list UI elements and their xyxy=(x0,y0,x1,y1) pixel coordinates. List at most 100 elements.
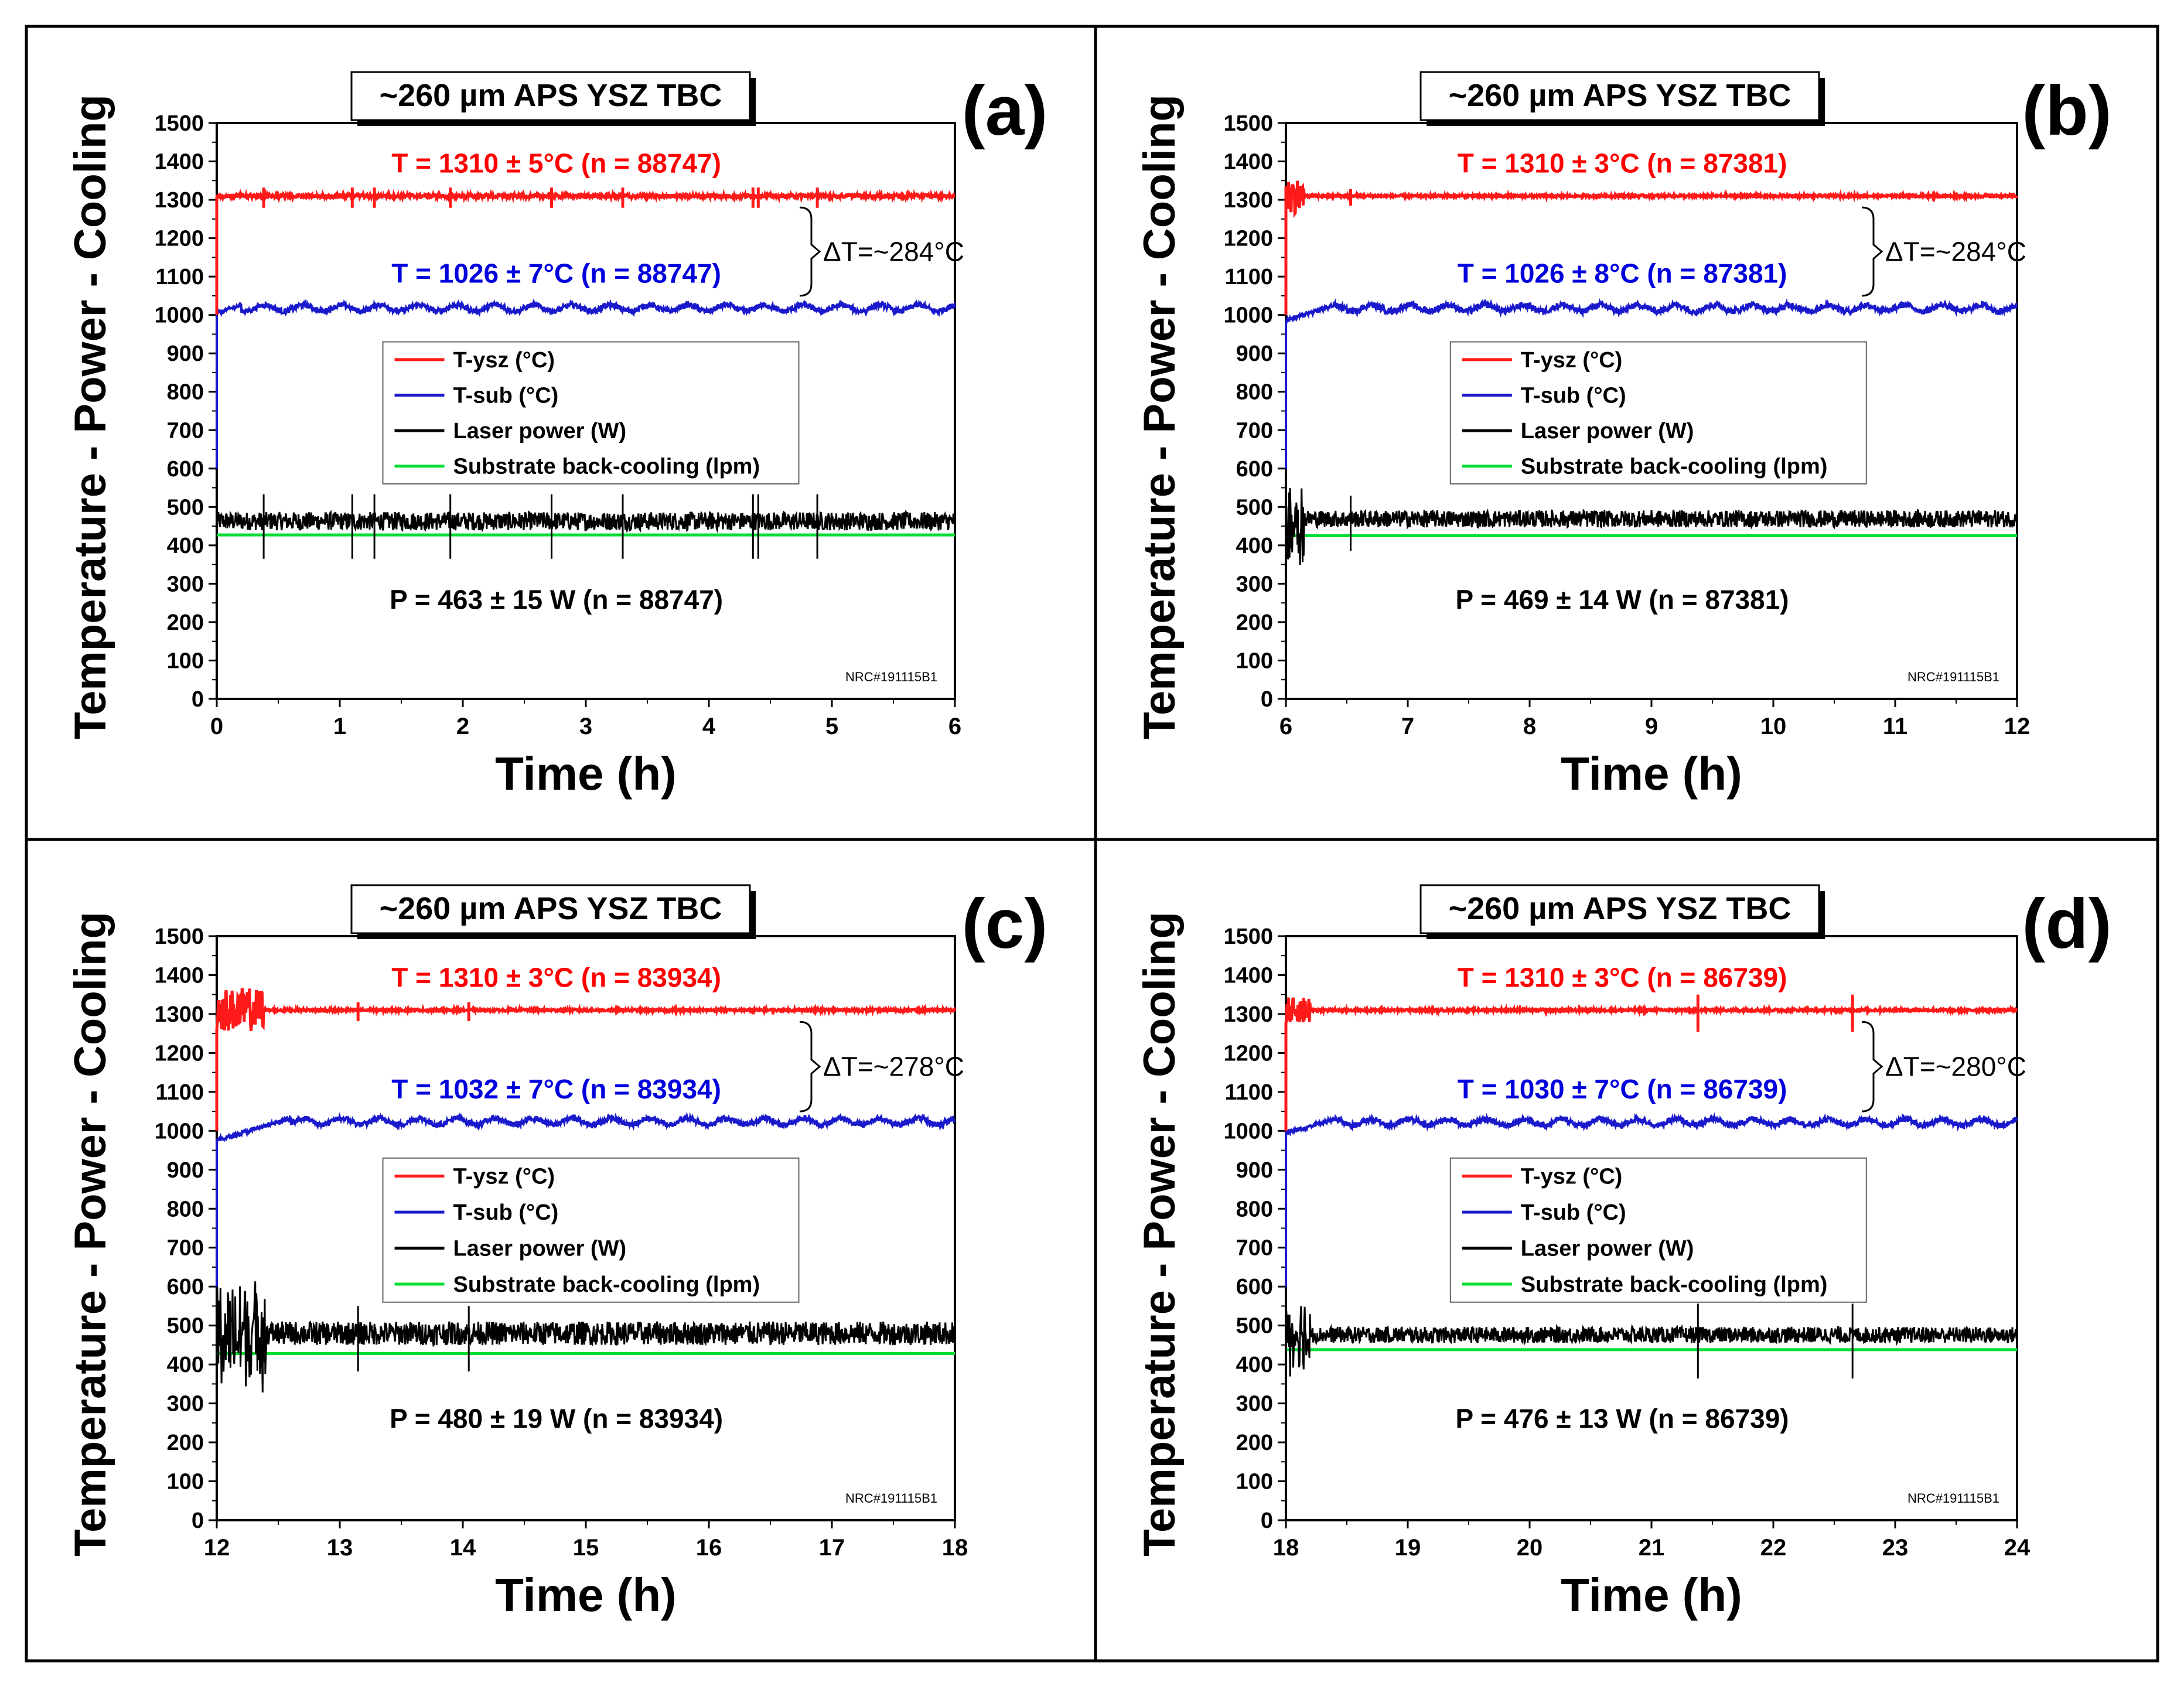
x-tick-label: 5 xyxy=(825,714,838,739)
x-tick-label: 23 xyxy=(1882,1535,1909,1561)
y-tick-label: 1300 xyxy=(1223,188,1273,213)
x-tick-label: 17 xyxy=(819,1535,845,1561)
y-tick-label: 700 xyxy=(1236,1236,1273,1261)
y-tick-label: 1500 xyxy=(154,924,204,949)
annotation-t-sub: T = 1026 ± 7°C (n = 88747) xyxy=(391,258,721,289)
annotation-power: P = 476 ± 13 W (n = 86739) xyxy=(1456,1403,1789,1434)
x-tick-label: 24 xyxy=(2004,1535,2031,1561)
x-tick-label: 6 xyxy=(1279,714,1292,739)
y-tick-label: 1300 xyxy=(154,188,204,213)
y-axis-label: Temperature - Power - Cooling xyxy=(66,94,115,739)
y-tick-label: 600 xyxy=(1236,457,1273,482)
series-line-t-sub xyxy=(1285,298,2018,469)
y-tick-label: 700 xyxy=(167,418,204,443)
y-tick-label: 1500 xyxy=(154,111,204,136)
delta-t-bracket xyxy=(1861,206,1883,297)
y-tick-label: 100 xyxy=(1236,649,1273,673)
legend-label: Laser power (W) xyxy=(1521,419,1694,443)
y-tick-label: 1200 xyxy=(1223,227,1273,251)
x-tick-label: 15 xyxy=(573,1535,599,1561)
y-tick-label: 1500 xyxy=(1223,924,1273,949)
y-axis-label: Temperature - Power - Cooling xyxy=(1135,94,1185,739)
annotation-t-ysz: T = 1310 ± 3°C (n = 87381) xyxy=(1458,148,1787,179)
y-tick-label: 900 xyxy=(167,1158,204,1183)
y-tick-label: 1400 xyxy=(154,963,204,988)
y-tick-label: 200 xyxy=(167,610,204,635)
annotation-t-ysz: T = 1310 ± 5°C (n = 88747) xyxy=(391,148,721,179)
y-tick-label: 100 xyxy=(1236,1470,1273,1494)
legend-label: Laser power (W) xyxy=(1521,1237,1694,1261)
legend-label: T-ysz (°C) xyxy=(453,1165,555,1189)
y-tick-label: 1000 xyxy=(1223,303,1273,328)
legend-label: T-sub (°C) xyxy=(1521,383,1626,408)
y-tick-label: 900 xyxy=(1236,342,1273,366)
y-tick-label: 1000 xyxy=(1223,1119,1273,1144)
y-tick-label: 400 xyxy=(167,534,204,558)
x-tick-label: 7 xyxy=(1401,714,1414,739)
series-line-laser-power xyxy=(1285,1303,2018,1379)
legend-label: Substrate back-cooling (lpm) xyxy=(1521,1272,1828,1297)
y-tick-label: 100 xyxy=(167,649,204,673)
x-tick-label: 21 xyxy=(1639,1535,1665,1561)
x-tick-label: 4 xyxy=(702,714,716,739)
y-tick-label: 1100 xyxy=(156,265,204,289)
figure-outer-frame xyxy=(25,25,2159,1663)
delta-t-bracket xyxy=(1861,1021,1883,1112)
series-line-t-ysz xyxy=(215,988,957,1131)
annotation-power: P = 480 ± 19 W (n = 83934) xyxy=(390,1403,723,1434)
y-tick-label: 0 xyxy=(1261,1508,1273,1533)
annotation-t-sub: T = 1032 ± 7°C (n = 83934) xyxy=(391,1074,721,1104)
watermark-text: NRC#191115B1 xyxy=(1907,1491,1999,1506)
annotation-delta-t: ΔT=~278°C xyxy=(823,1052,964,1082)
x-tick-label: 6 xyxy=(948,714,961,739)
y-tick-label: 1200 xyxy=(1223,1041,1273,1066)
y-axis-label: Temperature - Power - Cooling xyxy=(66,912,115,1557)
y-tick-label: 300 xyxy=(167,572,204,596)
legend-label: T-ysz (°C) xyxy=(1521,1165,1623,1189)
panel-label: (b) xyxy=(2022,71,2111,150)
watermark-text: NRC#191115B1 xyxy=(845,670,937,684)
y-tick-label: 0 xyxy=(1261,687,1273,712)
legend-box xyxy=(1449,341,1867,485)
y-tick-label: 1300 xyxy=(1223,1002,1273,1027)
legend-label: T-sub (°C) xyxy=(1521,1200,1626,1225)
y-tick-label: 1000 xyxy=(154,303,204,328)
legend-label: T-sub (°C) xyxy=(453,1200,559,1225)
y-tick-label: 200 xyxy=(1236,1431,1273,1455)
x-tick-label: 1 xyxy=(333,714,346,739)
series-line-t-sub xyxy=(216,1111,956,1287)
panel-label: (a) xyxy=(962,71,1048,150)
x-tick-label: 13 xyxy=(327,1535,353,1561)
legend-box xyxy=(1449,1157,1867,1303)
x-tick-label: 16 xyxy=(696,1535,722,1561)
x-tick-label: 18 xyxy=(942,1535,968,1561)
chart-panel-a: 0 100 200 300 400 500 600 700 800 900 1000 1100 1200… xyxy=(66,71,1047,800)
delta-t-bracket xyxy=(799,206,821,297)
annotation-delta-t: ΔT=~284°C xyxy=(823,237,964,267)
title-box xyxy=(350,884,751,934)
y-axis-label: Temperature - Power - Cooling xyxy=(1135,912,1185,1557)
y-tick-label: 500 xyxy=(167,1314,204,1339)
chart-title: ~260 µm APS YSZ TBC xyxy=(1449,891,1791,926)
annotation-t-ysz: T = 1310 ± 3°C (n = 83934) xyxy=(391,962,721,992)
y-tick-label: 400 xyxy=(1236,1353,1273,1377)
legend-label: T-sub (°C) xyxy=(453,383,559,408)
series-line-laser-power xyxy=(216,494,955,559)
chart-title: ~260 µm APS YSZ TBC xyxy=(380,78,722,113)
title-box xyxy=(350,71,751,121)
y-tick-label: 300 xyxy=(1236,572,1273,596)
x-tick-label: 20 xyxy=(1517,1535,1543,1561)
title-box xyxy=(1419,884,1820,934)
y-tick-label: 200 xyxy=(167,1431,204,1455)
legend-label: Substrate back-cooling (lpm) xyxy=(1521,455,1828,479)
y-tick-label: 0 xyxy=(192,687,204,712)
chart-title: ~260 µm APS YSZ TBC xyxy=(380,891,722,926)
y-tick-label: 500 xyxy=(1236,495,1273,520)
y-tick-label: 1300 xyxy=(154,1002,204,1027)
panel-label: (d) xyxy=(2022,885,2111,963)
annotation-power: P = 469 ± 14 W (n = 87381) xyxy=(1456,585,1789,615)
legend-box xyxy=(382,341,800,485)
x-axis-label: Time (h) xyxy=(1561,1569,1742,1621)
y-tick-label: 900 xyxy=(1236,1158,1273,1183)
x-axis-label: Time (h) xyxy=(495,1569,677,1621)
